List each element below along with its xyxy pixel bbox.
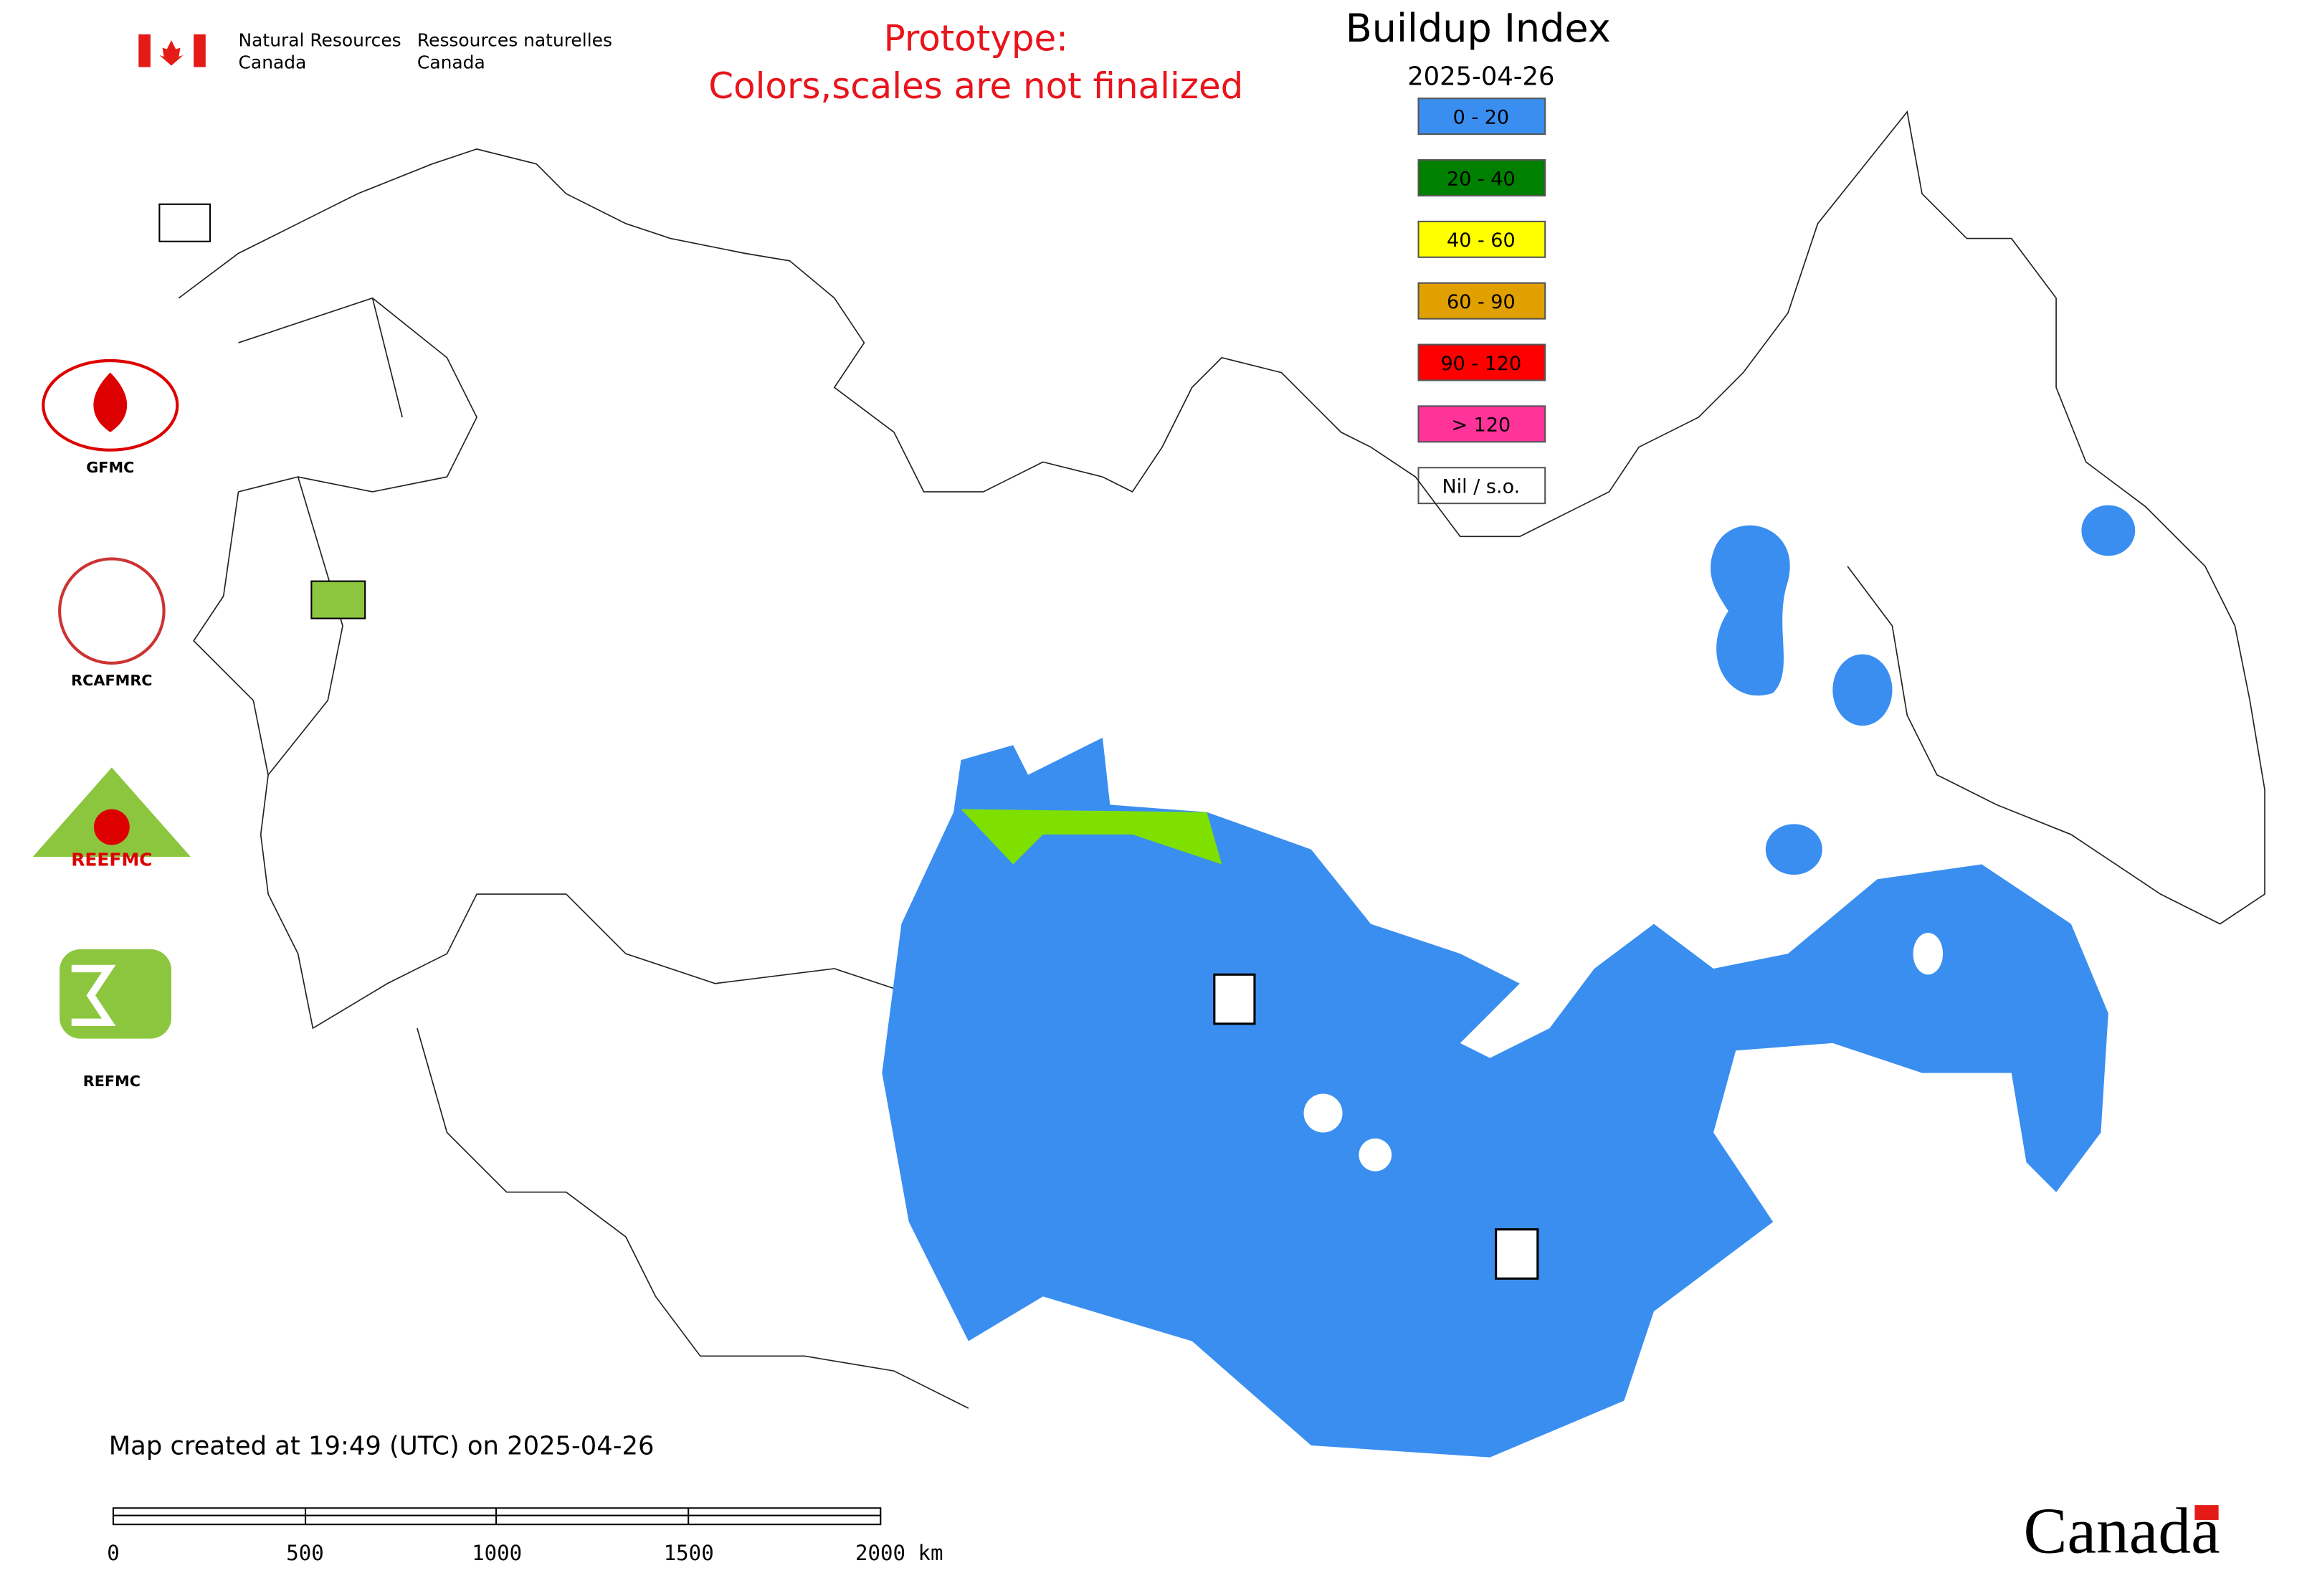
scale-bar <box>112 1507 882 1526</box>
logos: GFMC RCAFMRC REEFMC REFMC <box>32 203 1539 1280</box>
coverage <box>2081 505 2136 556</box>
logo-label: REEFMC <box>71 850 152 870</box>
legend-swatch <box>1417 282 1546 320</box>
flame <box>93 809 130 845</box>
dept-en: Natural Resources <box>239 29 401 50</box>
scale-label: 1000 <box>472 1541 522 1565</box>
scale-label: 1500 <box>664 1541 714 1565</box>
legend-swatch <box>1417 467 1546 505</box>
legend-label: 40 - 60 <box>1447 229 1516 252</box>
gap <box>1913 933 1944 975</box>
legend-label: > 120 <box>1451 414 1511 437</box>
maple-leaf <box>159 40 184 66</box>
gap <box>1303 1093 1343 1133</box>
dept-en: Canada <box>239 52 307 73</box>
dept-fr: Canada <box>417 52 485 73</box>
notice: Prototype: <box>884 18 1068 60</box>
scale-label: 500 <box>286 1541 324 1565</box>
gap <box>1359 1138 1392 1172</box>
legend: 0 - 20 20 - 40 40 - 60 60 - 90 90 - 120 > 120… <box>1417 98 1546 505</box>
logo-label: REFMC <box>83 1073 141 1090</box>
legend-swatch <box>1417 98 1546 136</box>
legend-swatch <box>1417 405 1546 443</box>
flag-bar <box>194 34 206 67</box>
logo-label: RCAFMRC <box>71 672 152 689</box>
coverage <box>882 737 2108 1458</box>
index-layer <box>882 505 2136 1458</box>
coastline <box>178 110 2265 925</box>
coverage <box>1832 654 1893 726</box>
scale-label: 2000 km <box>855 1541 943 1565</box>
logo-label: GFMC <box>86 459 134 476</box>
wordmark: Canada <box>2024 1495 2220 1567</box>
border <box>238 297 477 776</box>
legend-label: 60 - 90 <box>1447 291 1516 313</box>
legend-title: Buildup Index <box>1346 6 1611 51</box>
legend-date: 2025-04-26 <box>1407 62 1554 92</box>
legend-swatch <box>1417 159 1546 196</box>
legend-label: 20 - 40 <box>1447 168 1516 190</box>
marker <box>158 203 211 242</box>
legend-swatch <box>1417 220 1546 258</box>
rcafmrc-logo <box>58 557 166 665</box>
coverage-high <box>961 809 1222 865</box>
wordmark-flag <box>2194 1505 2219 1520</box>
coverage <box>1765 824 1822 875</box>
gov-header: Natural Resources Canada Ressources natu… <box>138 29 612 73</box>
border <box>417 1027 969 1409</box>
notice: Colors,scales are not finalized <box>708 65 1243 107</box>
flag-bar <box>138 34 151 67</box>
legend-label: 90 - 120 <box>1440 353 1521 375</box>
marker <box>1495 1228 1539 1280</box>
created-note: Map created at 19:49 (UTC) on 2025-04-26 <box>109 1431 655 1460</box>
marker <box>310 580 366 619</box>
dept-fr: Ressources naturelles <box>417 29 612 50</box>
scale-label: 0 <box>107 1541 120 1565</box>
scale-labels: 0 500 1000 1500 2000 km <box>107 1541 943 1565</box>
coverage <box>1710 525 1790 696</box>
sigma <box>71 964 116 1026</box>
flame <box>93 372 128 432</box>
legend-swatch <box>1417 343 1546 381</box>
legend-label: Nil / s.o. <box>1442 476 1520 498</box>
marker <box>1213 973 1256 1025</box>
legend-label: 0 - 20 <box>1453 107 1509 129</box>
